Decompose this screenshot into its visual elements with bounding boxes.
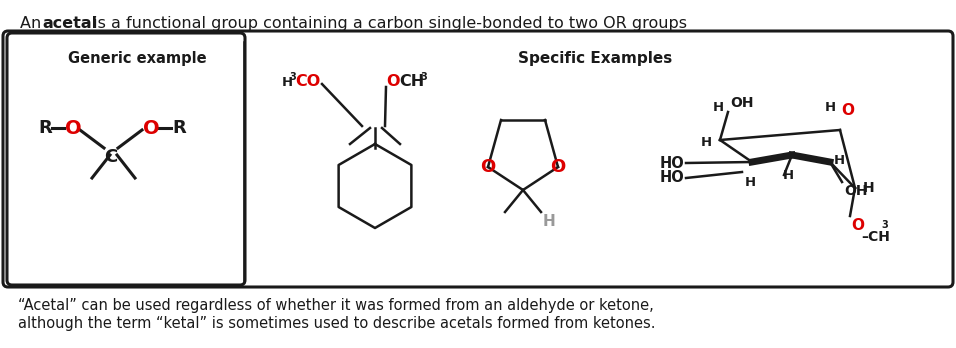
Text: H: H xyxy=(713,101,724,114)
Text: HO: HO xyxy=(660,156,684,171)
Text: R: R xyxy=(38,119,52,137)
Text: although the term “ketal” is sometimes used to describe acetals formed from keto: although the term “ketal” is sometimes u… xyxy=(18,316,656,331)
Text: R: R xyxy=(172,119,185,137)
Text: 3: 3 xyxy=(881,220,888,230)
Text: H: H xyxy=(834,153,845,166)
Text: 3: 3 xyxy=(289,72,295,82)
Text: “Acetal” can be used regardless of whether it was formed from an aldehyde or ket: “Acetal” can be used regardless of wheth… xyxy=(18,298,654,313)
FancyBboxPatch shape xyxy=(7,33,245,285)
Text: An: An xyxy=(20,16,47,31)
Text: H: H xyxy=(543,214,555,229)
Text: O: O xyxy=(65,119,81,137)
Text: C: C xyxy=(104,148,118,166)
Text: is a functional group containing a carbon single-bonded to two OR groups: is a functional group containing a carbo… xyxy=(88,16,687,31)
Text: CO: CO xyxy=(295,74,320,89)
Text: O: O xyxy=(841,103,854,118)
FancyBboxPatch shape xyxy=(3,31,953,287)
Text: –CH: –CH xyxy=(861,230,890,244)
Text: HO: HO xyxy=(660,171,684,185)
Text: acetal: acetal xyxy=(42,16,98,31)
Text: H: H xyxy=(745,176,755,189)
Text: O: O xyxy=(480,158,495,176)
Text: H: H xyxy=(782,169,793,182)
Text: 3: 3 xyxy=(420,72,426,82)
Text: OH: OH xyxy=(844,184,867,198)
Text: H: H xyxy=(825,101,836,114)
Text: CH: CH xyxy=(399,74,424,89)
Text: H: H xyxy=(701,135,712,149)
Text: O: O xyxy=(143,119,160,137)
Text: O: O xyxy=(851,218,864,233)
Text: O: O xyxy=(551,158,566,176)
Text: OH: OH xyxy=(730,96,753,110)
Text: Specific Examples: Specific Examples xyxy=(518,51,672,66)
Text: H: H xyxy=(863,181,875,195)
Text: O: O xyxy=(386,74,400,89)
Text: Generic example: Generic example xyxy=(68,51,206,66)
Text: H: H xyxy=(282,76,293,88)
